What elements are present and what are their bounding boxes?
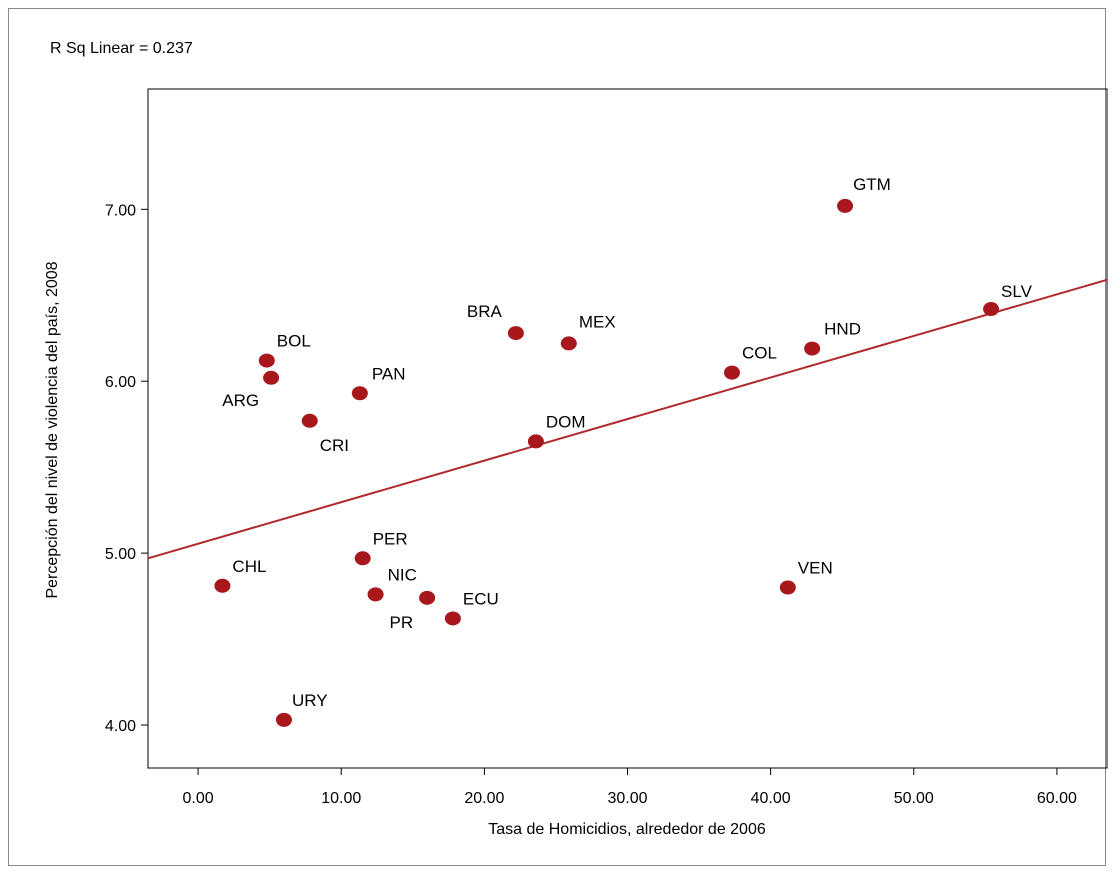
y-tick-label: 4.00 xyxy=(105,718,136,735)
data-point-mex xyxy=(560,336,577,351)
x-tick-label: 20.00 xyxy=(464,790,504,807)
fit-line xyxy=(147,278,1108,560)
point-label-nic: NIC xyxy=(388,565,417,584)
point-label-pr: PR xyxy=(389,613,413,632)
chart-frame xyxy=(8,8,1106,866)
point-label-bra: BRA xyxy=(467,302,503,321)
data-point-ven xyxy=(779,580,796,595)
data-point-pr xyxy=(419,590,436,605)
data-point-bol xyxy=(258,353,275,368)
point-label-bol: BOL xyxy=(277,332,311,351)
point-label-per: PER xyxy=(373,529,408,548)
data-point-bra xyxy=(507,326,524,341)
data-point-pan xyxy=(351,386,368,401)
point-label-mex: MEX xyxy=(579,312,616,331)
data-point-per xyxy=(354,551,371,566)
data-point-slv xyxy=(983,302,1000,317)
y-axis: 4.00 5.00 6.00 7.00 xyxy=(105,202,148,735)
data-point-col xyxy=(723,365,740,380)
point-label-dom: DOM xyxy=(546,412,586,431)
point-label-slv: SLV xyxy=(1001,282,1033,301)
point-label-col: COL xyxy=(742,344,777,363)
data-point-dom xyxy=(527,434,544,449)
x-axis-title: Tasa de Homicidios, alrededor de 2006 xyxy=(488,821,766,838)
y-tick-label: 6.00 xyxy=(105,374,136,391)
data-points: GTM SLV HND COL BRA MEX BOL ARG PAN CRI DOM PER CHL N… xyxy=(214,175,1033,727)
point-label-cri: CRI xyxy=(320,436,349,455)
fit-line-layer xyxy=(147,278,1108,560)
x-tick-label: 10.00 xyxy=(321,790,361,807)
x-tick-label: 0.00 xyxy=(183,790,214,807)
data-point-cri xyxy=(301,413,318,428)
x-tick-label: 30.00 xyxy=(607,790,647,807)
x-tick-label: 40.00 xyxy=(751,790,791,807)
y-tick-label: 7.00 xyxy=(105,202,136,219)
point-label-arg: ARG xyxy=(222,391,259,410)
point-label-hnd: HND xyxy=(824,320,861,339)
point-label-ecu: ECU xyxy=(463,589,499,608)
data-point-hnd xyxy=(804,341,821,356)
data-point-arg xyxy=(263,370,280,385)
data-point-ecu xyxy=(444,611,461,626)
plot-area xyxy=(147,88,1108,769)
y-axis-title: Percepción del nivel de violencia del pa… xyxy=(44,261,61,598)
point-label-chl: CHL xyxy=(232,557,266,576)
x-tick-label: 50.00 xyxy=(894,790,934,807)
data-point-nic xyxy=(367,587,384,602)
point-label-pan: PAN xyxy=(372,364,406,383)
x-tick-label: 60.00 xyxy=(1037,790,1077,807)
y-tick-label: 5.00 xyxy=(105,546,136,563)
point-label-gtm: GTM xyxy=(853,175,891,194)
data-point-gtm xyxy=(837,198,854,213)
r-squared-annotation: R Sq Linear = 0.237 xyxy=(50,40,193,57)
data-point-chl xyxy=(214,578,231,593)
x-axis: 0.00 10.00 20.00 30.00 40.00 50.00 60.00 xyxy=(183,768,1077,807)
data-point-ury xyxy=(275,712,292,727)
point-label-ury: URY xyxy=(292,691,328,710)
point-label-ven: VEN xyxy=(798,559,833,578)
